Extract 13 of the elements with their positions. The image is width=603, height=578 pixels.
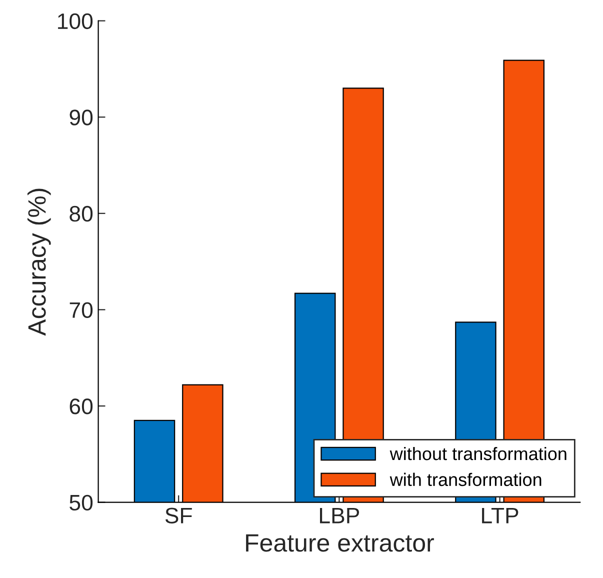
- y-axis-title: Accuracy (%): [27, 188, 51, 336]
- x-tick-label: LBP: [320, 508, 360, 524]
- x-tick-label: LTP: [482, 508, 518, 524]
- x-tick-label: SF: [165, 508, 192, 524]
- x-axis-title: Feature extractor: [246, 534, 434, 552]
- y-tick-label: 100: [58, 13, 93, 30]
- y-tick-label: 50: [70, 494, 93, 511]
- legend-label: with transformation: [390, 472, 542, 486]
- y-tick-label: 90: [70, 110, 93, 126]
- y-tick-label: 60: [70, 398, 93, 414]
- y-tick-label: 80: [70, 206, 93, 222]
- y-tick-label: 70: [70, 302, 93, 318]
- legend-label: without transformation: [390, 446, 566, 460]
